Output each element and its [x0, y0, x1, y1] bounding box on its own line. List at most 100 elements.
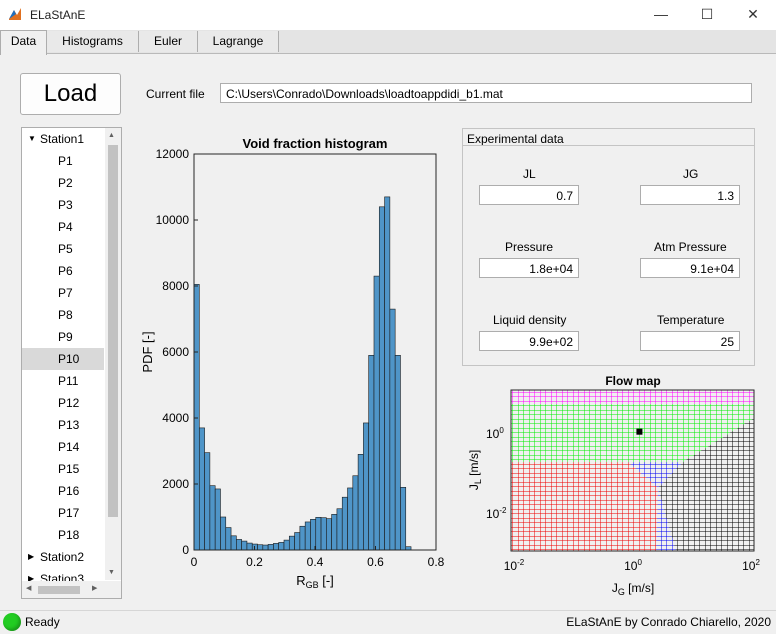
tree-item-p10[interactable]: P10 [22, 348, 104, 370]
tree-item-p18[interactable]: P18 [22, 524, 104, 546]
histogram-bar [315, 517, 322, 551]
histogram-bar [368, 355, 375, 551]
tree-item-p17[interactable]: P17 [22, 502, 104, 524]
liquid-density-field[interactable]: 9.9e+02 [479, 331, 579, 351]
tree-item-label: P15 [58, 462, 80, 476]
tree-node-label: Station2 [40, 550, 85, 564]
tree-item-p7[interactable]: P7 [22, 282, 104, 304]
histogram-bar [257, 544, 264, 551]
histogram-bar [352, 475, 359, 551]
xlabel-subscript: G [618, 587, 625, 597]
histogram-xlabel: RGB [-] [296, 573, 334, 590]
minimize-button[interactable]: — [638, 0, 684, 30]
tree-node-station1[interactable]: ▼ Station1 [22, 128, 104, 150]
histogram-ticks: 0 0.2 0.4 0.6 0.8 0 2000 4000 6000 8000 10000 12000 [156, 147, 445, 569]
tree-item-label: P7 [58, 286, 73, 300]
histogram-bar [246, 542, 253, 551]
x-tick-label: 100 [624, 558, 642, 573]
tree-item-p14[interactable]: P14 [22, 436, 104, 458]
scroll-thumb[interactable] [38, 586, 80, 594]
tab-histograms[interactable]: Histograms [47, 31, 139, 52]
y-tick-label: 10-2 [486, 506, 507, 521]
tree-item-label: P10 [58, 352, 80, 366]
experimental-data-panel: Experimental data JL 0.7 JG 1.3 Pressure… [462, 128, 755, 366]
tree-item-p1[interactable]: P1 [22, 150, 104, 172]
histogram-bar [278, 542, 285, 551]
histogram-bar [336, 508, 343, 551]
pressure-field[interactable]: 1.8e+04 [479, 258, 579, 278]
status-indicator-icon [3, 613, 21, 631]
histogram-bar [220, 516, 227, 551]
collapse-triangle-icon[interactable]: ▼ [28, 134, 36, 143]
status-text: Ready [25, 615, 60, 629]
flow-map-axes-box [510, 389, 755, 552]
atm-pressure-field[interactable]: 9.1e+04 [640, 258, 740, 278]
tree-item-p9[interactable]: P9 [22, 326, 104, 348]
histogram-title: Void fraction histogram [243, 136, 388, 151]
expand-triangle-icon[interactable]: ▶ [28, 574, 35, 583]
tree-item-p11[interactable]: P11 [22, 370, 104, 392]
tree-item-p3[interactable]: P3 [22, 194, 104, 216]
tab-euler[interactable]: Euler [139, 31, 198, 52]
histogram-bar [241, 540, 248, 551]
tree-vertical-scrollbar[interactable]: ▲ ▼ [105, 128, 121, 580]
tab-data[interactable]: Data [0, 30, 47, 55]
y-tick-label: 8000 [162, 279, 189, 293]
tree-item-p6[interactable]: P6 [22, 260, 104, 282]
close-button[interactable]: ✕ [730, 0, 776, 30]
tree-item-label: P3 [58, 198, 73, 212]
tree-item-p2[interactable]: P2 [22, 172, 104, 194]
histogram-bar [225, 527, 232, 551]
load-button[interactable]: Load [20, 73, 121, 115]
histogram-bar [198, 427, 205, 551]
tree-item-p4[interactable]: P4 [22, 216, 104, 238]
scroll-down-icon[interactable]: ▼ [108, 569, 115, 576]
tree-item-p16[interactable]: P16 [22, 480, 104, 502]
scroll-right-icon[interactable]: ▶ [92, 585, 98, 592]
flow-map-plot: Flow map 10-2 100 102 100 10-2 JG [m/s] … [467, 374, 760, 597]
jg-field[interactable]: 1.3 [640, 185, 740, 205]
tree-node-station2[interactable]: ▶ Station2 [22, 546, 104, 568]
panel-divider [463, 145, 754, 146]
window-title: ELaStAnE [30, 8, 86, 22]
tab-lagrange[interactable]: Lagrange [198, 31, 279, 52]
tree-item-p5[interactable]: P5 [22, 238, 104, 260]
y-tick-label: 2000 [162, 477, 189, 491]
scroll-up-icon[interactable]: ▲ [108, 132, 115, 139]
histogram-bar [400, 486, 407, 551]
flow-map-title: Flow map [605, 374, 660, 388]
ylabel-subscript: L [473, 479, 483, 484]
tree-item-p13[interactable]: P13 [22, 414, 104, 436]
x-tick-label: 0 [191, 555, 198, 569]
tree-item-label: P6 [58, 264, 73, 278]
scroll-left-icon[interactable]: ◀ [26, 585, 32, 592]
tree-item-p12[interactable]: P12 [22, 392, 104, 414]
histogram-bar [373, 275, 380, 551]
tree-item-p15[interactable]: P15 [22, 458, 104, 480]
tree-horizontal-scrollbar[interactable]: ◀ ▶ [22, 581, 121, 598]
y-tick-label: 6000 [162, 345, 189, 359]
histogram-bar [283, 539, 290, 551]
tree-item-label: P18 [58, 528, 80, 542]
scroll-thumb[interactable] [108, 145, 118, 517]
expand-triangle-icon[interactable]: ▶ [28, 552, 35, 561]
histogram-bar [326, 518, 332, 551]
histogram-bar [294, 532, 301, 551]
maximize-button[interactable]: ☐ [684, 0, 730, 30]
x-tick-label: 102 [742, 558, 760, 573]
tree-item-label: P1 [58, 154, 73, 168]
ylabel-main: J [467, 484, 481, 490]
maximize-icon: ☐ [700, 6, 714, 22]
credit-text: ELaStAnE by Conrado Chiarello, 2020 [566, 615, 771, 629]
current-file-field[interactable]: C:\Users\Conrado\Downloads\loadtoappdidi… [220, 83, 752, 103]
tree-item-p8[interactable]: P8 [22, 304, 104, 326]
flow-map-xlabel: JG [m/s] [612, 581, 654, 597]
panel-title: Experimental data [467, 132, 564, 146]
temperature-field[interactable]: 25 [640, 331, 740, 351]
jl-field[interactable]: 0.7 [479, 185, 579, 205]
operating-point-marker [636, 428, 643, 435]
x-tick-label: 10-2 [504, 558, 525, 573]
jg-label: JG [683, 167, 699, 181]
station-tree[interactable]: ▼ Station1 P1 P2 P3 P4 P5 P6 P7 P8 P9 P10 P11 P12 P1… [21, 127, 122, 599]
histogram-bar [209, 485, 216, 551]
